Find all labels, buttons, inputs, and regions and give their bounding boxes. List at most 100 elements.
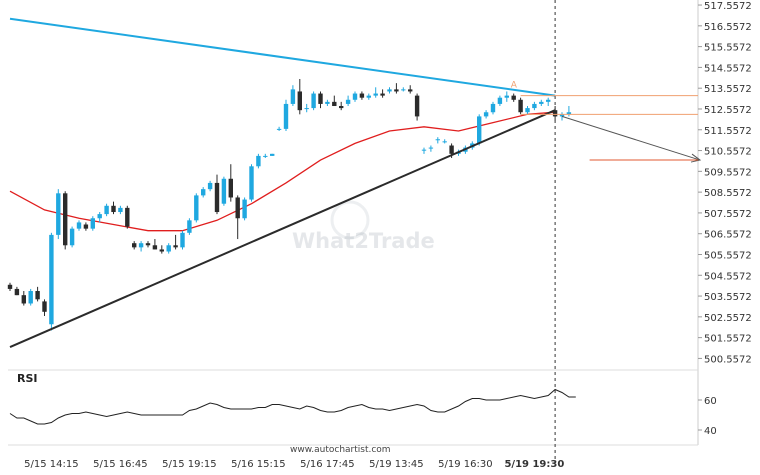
y-tick-label: 512.5572 [704, 105, 752, 116]
candle-body [414, 95, 420, 117]
candle-body [90, 218, 95, 229]
time-axis: 5/15 14:15 5/15 16:45 5/15 19:15 5/16 15:15… [24, 459, 564, 470]
candle-body [49, 234, 54, 325]
candle-body [207, 182, 213, 190]
candle-body [270, 153, 275, 156]
candle-body [201, 189, 206, 196]
y-tick-label: 507.5572 [704, 209, 752, 220]
candle-body [263, 155, 268, 157]
y-tick-label: 505.5572 [704, 250, 752, 261]
candle-body [559, 114, 565, 117]
candles [7, 78, 572, 331]
candle-body [28, 291, 33, 304]
rsi-line [9, 388, 576, 425]
candle-body [518, 99, 523, 113]
candle-body [421, 149, 427, 151]
rsi-panel: RSI 60 40 [9, 372, 717, 437]
y-tick-label: 508.5572 [704, 188, 752, 199]
candle-body [490, 103, 496, 113]
candle-body [221, 178, 227, 204]
projection-arrow [561, 115, 701, 161]
candle-body [56, 193, 61, 235]
candle-body [152, 245, 158, 250]
candle-body [373, 93, 378, 96]
candle-body [401, 89, 406, 91]
x-tick-label: 5/19 19:30 [504, 459, 564, 470]
rsi-label: RSI [17, 372, 38, 385]
candle-body [532, 103, 537, 109]
price-levels: A [511, 80, 698, 161]
candle-body [42, 301, 47, 312]
candle-body [297, 91, 302, 111]
candle-body [97, 214, 102, 219]
candle-body [63, 193, 68, 246]
candle-body [145, 243, 151, 246]
x-tick-label: 5/19 16:30 [438, 459, 492, 470]
x-tick-label: 5/16 17:45 [300, 459, 354, 470]
candle-body [311, 93, 316, 109]
candle-body [228, 178, 233, 198]
y-tick-label: 510.5572 [704, 147, 752, 158]
x-tick-label: 5/15 16:45 [93, 459, 147, 470]
candle-body [566, 112, 572, 115]
ma-line [9, 111, 556, 232]
candle-body [525, 108, 530, 113]
grid-layer [8, 0, 699, 446]
price-axis: 517.5572 516.5572 515.5572 514.5572 513.5572… [698, 1, 752, 365]
candle-body [111, 205, 116, 213]
candle-body [214, 182, 220, 213]
candle-body [249, 166, 254, 200]
candle-body [21, 295, 26, 304]
candle-body [173, 245, 178, 248]
candle-body [104, 205, 109, 215]
candle-body [304, 108, 309, 110]
candle-body [14, 288, 20, 296]
y-tick-label: 506.5572 [704, 230, 752, 241]
y-tick-label: 503.5572 [704, 292, 752, 303]
candle-body [256, 155, 261, 167]
candle-body [332, 101, 337, 107]
candle-body [125, 207, 130, 227]
candle-body [394, 89, 399, 92]
candle-body [539, 101, 544, 104]
candle-body [380, 93, 385, 96]
y-tick-label: 516.5572 [704, 22, 752, 33]
y-tick-label: 504.5572 [704, 271, 752, 282]
candle-body [242, 199, 247, 219]
trendlines [9, 0, 702, 460]
candle-body [325, 101, 330, 104]
candle-body [318, 93, 323, 104]
y-tick-label: 501.5572 [704, 334, 752, 345]
candle-body [339, 106, 344, 109]
candle-body [428, 147, 434, 149]
x-tick-label: 5/16 15:15 [231, 459, 285, 470]
x-tick-label: 5/19 13:45 [369, 459, 423, 470]
candle-body [352, 93, 358, 100]
candle-body [511, 95, 516, 100]
projection-arrowhead [690, 153, 702, 163]
y-tick-label: 500.5572 [704, 354, 752, 365]
candle-body [283, 103, 289, 129]
candle-body [442, 141, 447, 143]
rsi-tick-label: 40 [704, 426, 717, 437]
moving-average-line [9, 111, 556, 232]
candle-body [187, 220, 192, 233]
candle-body [159, 249, 164, 252]
candle-body [483, 112, 489, 117]
candle-body [118, 207, 123, 213]
candle-body [359, 93, 365, 98]
candle-body [7, 284, 13, 289]
y-tick-label: 515.5572 [704, 43, 752, 54]
y-tick-label: 511.5572 [704, 126, 752, 137]
candle-body [435, 139, 440, 141]
y-tick-label: 513.5572 [704, 84, 752, 95]
y-tick-label: 514.5572 [704, 63, 752, 74]
resistance-line [9, 17, 556, 97]
candle-body [449, 145, 454, 154]
candle-body [132, 243, 137, 248]
source-label: www.autochartist.com [290, 445, 391, 455]
candle-body [83, 224, 89, 229]
watermark-text: What2Trade [292, 229, 435, 253]
y-tick-label: 517.5572 [704, 1, 752, 12]
